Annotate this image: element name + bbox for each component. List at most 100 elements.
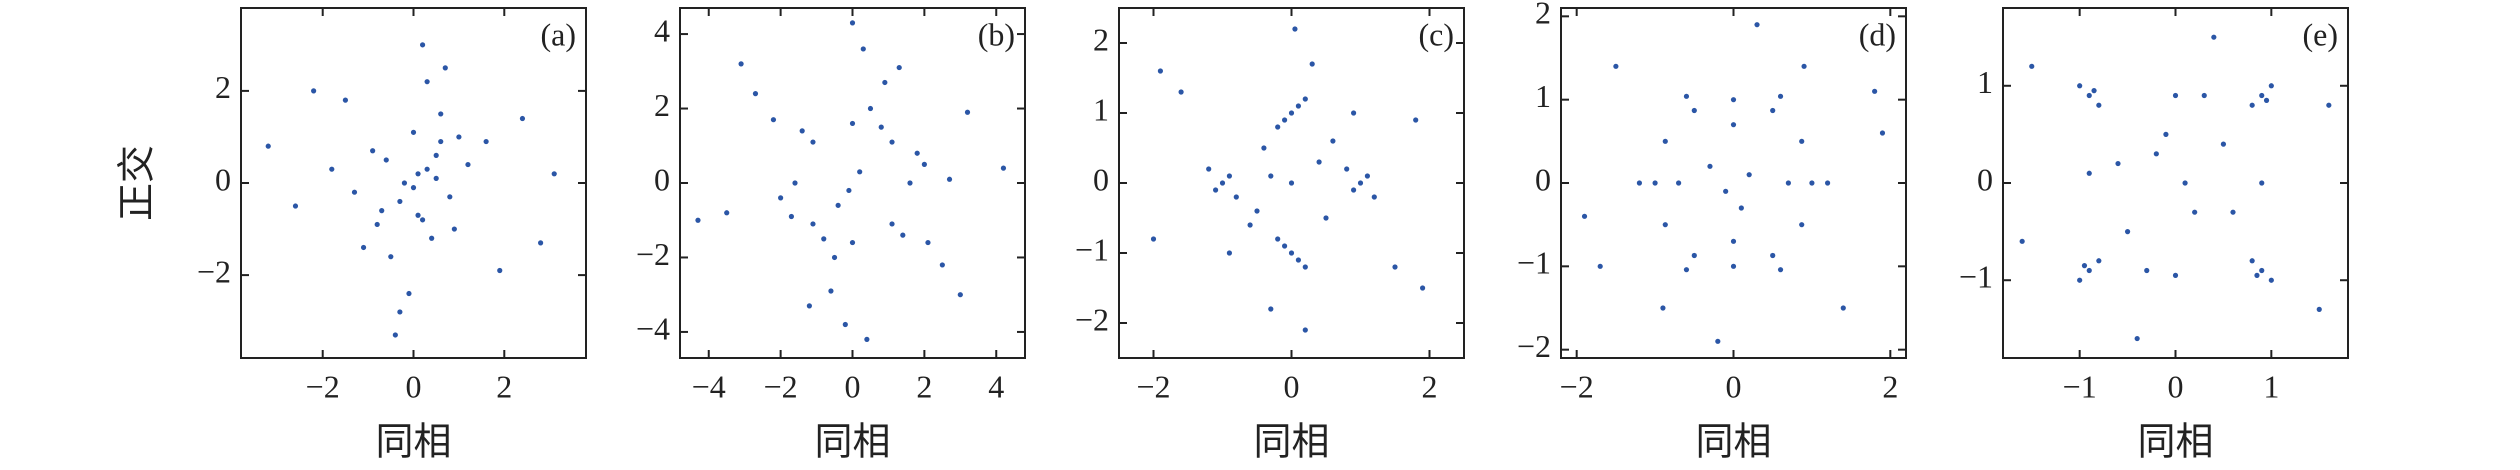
point	[1150, 236, 1157, 242]
y-tick-label: 0	[654, 161, 670, 197]
point	[946, 176, 953, 182]
point	[821, 236, 827, 242]
y-tick-label: 1	[1977, 64, 1993, 100]
y-tick-label: −2	[1075, 301, 1109, 337]
plot-frame	[679, 7, 1026, 359]
point	[342, 97, 349, 103]
point	[1683, 267, 1690, 273]
point	[1799, 222, 1805, 228]
point	[1000, 165, 1007, 171]
x-tick-label: −2	[1136, 368, 1170, 404]
point	[2096, 102, 2102, 108]
point	[1738, 205, 1744, 211]
panel-label: (a)	[540, 16, 576, 52]
point	[351, 189, 358, 195]
point	[2268, 277, 2274, 283]
point	[551, 171, 557, 177]
y-axis-label: 正交	[117, 145, 159, 221]
point	[1636, 180, 1643, 186]
point	[1730, 263, 1737, 269]
point	[882, 79, 888, 86]
point	[1323, 215, 1329, 221]
point	[842, 321, 848, 328]
point	[451, 226, 457, 232]
point	[849, 239, 856, 246]
point	[1357, 180, 1364, 186]
point	[1676, 180, 1682, 186]
point	[415, 171, 421, 177]
point	[964, 109, 971, 115]
point	[889, 221, 895, 227]
y-tick-label: 4	[654, 12, 670, 48]
point	[406, 290, 412, 297]
point	[1295, 257, 1301, 263]
point	[1226, 250, 1232, 256]
panel-label: (e)	[2302, 16, 2338, 52]
point	[860, 46, 866, 52]
x-tick-label: −2	[764, 368, 798, 404]
point	[896, 64, 902, 71]
y-tick-label: 0	[215, 161, 231, 197]
x-tick-label: 0	[2168, 368, 2184, 404]
point	[925, 239, 931, 246]
point	[2096, 258, 2102, 264]
point	[1292, 26, 1298, 32]
x-tick-label: 2	[916, 368, 932, 404]
point	[1261, 145, 1267, 151]
point	[447, 194, 453, 200]
y-tick-label: −1	[1517, 245, 1551, 281]
point	[810, 221, 816, 227]
point	[383, 157, 389, 163]
point	[2182, 180, 2188, 186]
point	[2172, 92, 2179, 99]
x-axis-label: 同相	[2137, 422, 2213, 464]
y-tick-label: 0	[1093, 161, 1109, 197]
point	[799, 128, 805, 134]
point	[1824, 180, 1831, 186]
y-tick-label: −4	[636, 310, 670, 346]
point	[1268, 306, 1274, 312]
point	[864, 336, 870, 342]
point	[1770, 107, 1776, 114]
point	[2259, 267, 2265, 274]
point	[788, 213, 795, 220]
point	[415, 212, 421, 218]
point	[738, 61, 744, 67]
point	[2249, 102, 2255, 108]
point	[939, 262, 945, 268]
point	[1351, 187, 1357, 193]
point	[397, 309, 403, 315]
point	[456, 134, 462, 140]
point	[433, 175, 439, 181]
point	[1302, 264, 1308, 270]
point	[1213, 187, 1219, 193]
point	[724, 210, 730, 216]
point	[1282, 243, 1288, 249]
point	[1282, 117, 1288, 123]
point	[2201, 92, 2207, 99]
point	[2029, 63, 2035, 69]
point	[2134, 335, 2140, 342]
point	[1581, 213, 1588, 219]
point	[2249, 258, 2255, 264]
x-tick-label: −2	[1560, 368, 1594, 404]
point	[265, 143, 271, 149]
point	[1613, 63, 1619, 69]
x-tick-label: 0	[1284, 368, 1300, 404]
point	[2019, 238, 2025, 244]
y-tick-label: 2	[1535, 0, 1551, 31]
point	[857, 169, 863, 175]
y-tick-label: −2	[197, 253, 231, 289]
point	[292, 203, 299, 209]
point	[1275, 236, 1281, 242]
point	[1302, 327, 1308, 333]
point	[538, 240, 544, 246]
point	[1730, 122, 1737, 128]
panel-label: (d)	[1859, 16, 1896, 52]
point	[1371, 194, 1377, 200]
point	[2230, 209, 2236, 215]
point	[1206, 166, 1212, 172]
x-tick-label: −4	[692, 368, 726, 404]
plot-frame	[1560, 7, 1907, 359]
point	[2254, 272, 2260, 278]
